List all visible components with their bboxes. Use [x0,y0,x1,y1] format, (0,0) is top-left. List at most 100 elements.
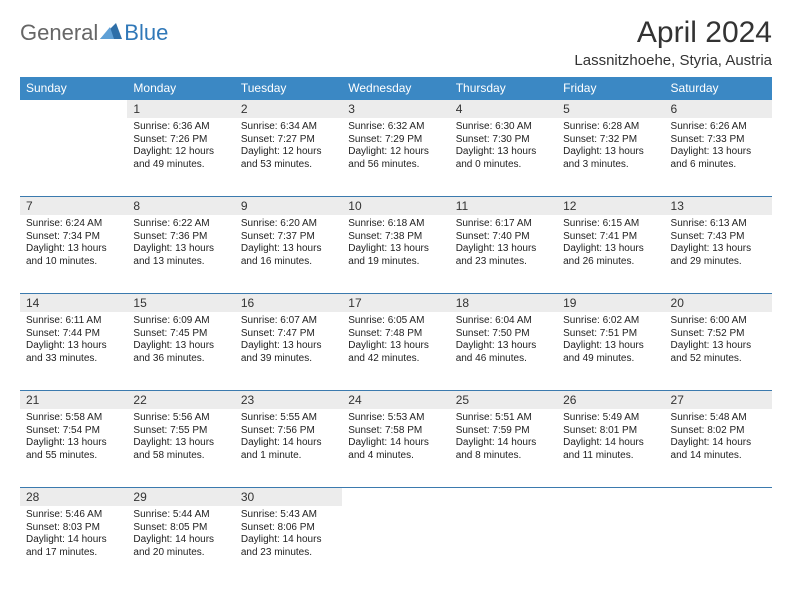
day-body-cell: Sunrise: 5:56 AMSunset: 7:55 PMDaylight:… [127,409,234,488]
day-body-cell: Sunrise: 6:17 AMSunset: 7:40 PMDaylight:… [450,215,557,294]
day-number-cell: 8 [127,197,234,216]
sunset-text: Sunset: 7:51 PM [563,328,658,341]
sunset-text: Sunset: 7:56 PM [241,425,336,438]
daylight-text: Daylight: 13 hours and 19 minutes. [348,243,443,268]
sunrise-text: Sunrise: 5:53 AM [348,412,443,425]
month-title: April 2024 [574,16,772,50]
day-number-cell: 6 [665,100,772,119]
day-number-cell: 21 [20,391,127,410]
day-body-cell: Sunrise: 5:48 AMSunset: 8:02 PMDaylight:… [665,409,772,488]
day-number-cell: 22 [127,391,234,410]
sunset-text: Sunset: 7:48 PM [348,328,443,341]
sunset-text: Sunset: 7:32 PM [563,134,658,147]
sunset-text: Sunset: 7:43 PM [671,231,766,244]
day-body-cell: Sunrise: 6:32 AMSunset: 7:29 PMDaylight:… [342,118,449,197]
day-number-cell: 14 [20,294,127,313]
day-body-cell: Sunrise: 6:05 AMSunset: 7:48 PMDaylight:… [342,312,449,391]
sunrise-text: Sunrise: 6:04 AM [456,315,551,328]
sunset-text: Sunset: 7:50 PM [456,328,551,341]
sunset-text: Sunset: 7:38 PM [348,231,443,244]
sunset-text: Sunset: 8:03 PM [26,522,121,535]
sunrise-text: Sunrise: 6:22 AM [133,218,228,231]
daylight-text: Daylight: 13 hours and 13 minutes. [133,243,228,268]
daylight-text: Daylight: 12 hours and 56 minutes. [348,146,443,171]
sunrise-text: Sunrise: 6:30 AM [456,121,551,134]
day-body-cell: Sunrise: 6:07 AMSunset: 7:47 PMDaylight:… [235,312,342,391]
daylight-text: Daylight: 13 hours and 52 minutes. [671,340,766,365]
day-body-cell: Sunrise: 5:49 AMSunset: 8:01 PMDaylight:… [557,409,664,488]
weekday-header: Thursday [450,77,557,100]
day-body-cell: Sunrise: 6:09 AMSunset: 7:45 PMDaylight:… [127,312,234,391]
sunset-text: Sunset: 7:55 PM [133,425,228,438]
daylight-text: Daylight: 13 hours and 10 minutes. [26,243,121,268]
day-number-cell: 27 [665,391,772,410]
sunrise-text: Sunrise: 5:49 AM [563,412,658,425]
daylight-text: Daylight: 14 hours and 1 minute. [241,437,336,462]
day-number-cell: 3 [342,100,449,119]
day-number-row: 282930 [20,488,772,507]
daylight-text: Daylight: 13 hours and 6 minutes. [671,146,766,171]
day-number-cell: 4 [450,100,557,119]
day-body-row: Sunrise: 6:11 AMSunset: 7:44 PMDaylight:… [20,312,772,391]
day-number-cell: 7 [20,197,127,216]
sunset-text: Sunset: 7:59 PM [456,425,551,438]
day-body-cell: Sunrise: 6:02 AMSunset: 7:51 PMDaylight:… [557,312,664,391]
day-body-cell: Sunrise: 6:34 AMSunset: 7:27 PMDaylight:… [235,118,342,197]
logo-text-general: General [20,20,98,46]
sunset-text: Sunset: 7:41 PM [563,231,658,244]
day-body-cell: Sunrise: 6:11 AMSunset: 7:44 PMDaylight:… [20,312,127,391]
title-block: April 2024 Lassnitzhoehe, Styria, Austri… [574,16,772,69]
calendar-header: SundayMondayTuesdayWednesdayThursdayFrid… [20,77,772,100]
sunrise-text: Sunrise: 6:11 AM [26,315,121,328]
sunrise-text: Sunrise: 6:28 AM [563,121,658,134]
day-number-cell: 17 [342,294,449,313]
sunset-text: Sunset: 7:33 PM [671,134,766,147]
logo-triangle-icon [100,23,122,44]
sunrise-text: Sunrise: 6:02 AM [563,315,658,328]
daylight-text: Daylight: 13 hours and 3 minutes. [563,146,658,171]
day-body-cell: Sunrise: 6:30 AMSunset: 7:30 PMDaylight:… [450,118,557,197]
daylight-text: Daylight: 13 hours and 36 minutes. [133,340,228,365]
sunset-text: Sunset: 7:45 PM [133,328,228,341]
sunrise-text: Sunrise: 6:09 AM [133,315,228,328]
daylight-text: Daylight: 13 hours and 42 minutes. [348,340,443,365]
day-body-cell: Sunrise: 6:36 AMSunset: 7:26 PMDaylight:… [127,118,234,197]
sunset-text: Sunset: 7:52 PM [671,328,766,341]
weekday-header: Saturday [665,77,772,100]
sunrise-text: Sunrise: 6:05 AM [348,315,443,328]
daylight-text: Daylight: 13 hours and 0 minutes. [456,146,551,171]
day-body-row: Sunrise: 5:46 AMSunset: 8:03 PMDaylight:… [20,506,772,584]
sunset-text: Sunset: 7:27 PM [241,134,336,147]
day-number-cell [450,488,557,507]
daylight-text: Daylight: 13 hours and 58 minutes. [133,437,228,462]
daylight-text: Daylight: 13 hours and 49 minutes. [563,340,658,365]
day-body-cell: Sunrise: 6:13 AMSunset: 7:43 PMDaylight:… [665,215,772,294]
day-number-cell: 10 [342,197,449,216]
sunrise-text: Sunrise: 6:17 AM [456,218,551,231]
sunset-text: Sunset: 8:01 PM [563,425,658,438]
logo-text-blue: Blue [124,20,168,46]
day-body-cell: Sunrise: 6:15 AMSunset: 7:41 PMDaylight:… [557,215,664,294]
day-number-cell [20,100,127,119]
sunset-text: Sunset: 7:37 PM [241,231,336,244]
day-number-cell: 19 [557,294,664,313]
sunrise-text: Sunrise: 6:18 AM [348,218,443,231]
sunrise-text: Sunrise: 5:58 AM [26,412,121,425]
sunset-text: Sunset: 7:44 PM [26,328,121,341]
daylight-text: Daylight: 13 hours and 39 minutes. [241,340,336,365]
weekday-header: Friday [557,77,664,100]
sunrise-text: Sunrise: 5:56 AM [133,412,228,425]
day-number-row: 14151617181920 [20,294,772,313]
sunset-text: Sunset: 7:40 PM [456,231,551,244]
day-number-cell: 5 [557,100,664,119]
sunset-text: Sunset: 7:26 PM [133,134,228,147]
day-body-cell: Sunrise: 5:46 AMSunset: 8:03 PMDaylight:… [20,506,127,584]
weekday-header: Tuesday [235,77,342,100]
daylight-text: Daylight: 13 hours and 33 minutes. [26,340,121,365]
sunrise-text: Sunrise: 6:15 AM [563,218,658,231]
sunrise-text: Sunrise: 6:32 AM [348,121,443,134]
weekday-header: Sunday [20,77,127,100]
daylight-text: Daylight: 14 hours and 4 minutes. [348,437,443,462]
day-number-cell: 9 [235,197,342,216]
sunrise-text: Sunrise: 6:24 AM [26,218,121,231]
